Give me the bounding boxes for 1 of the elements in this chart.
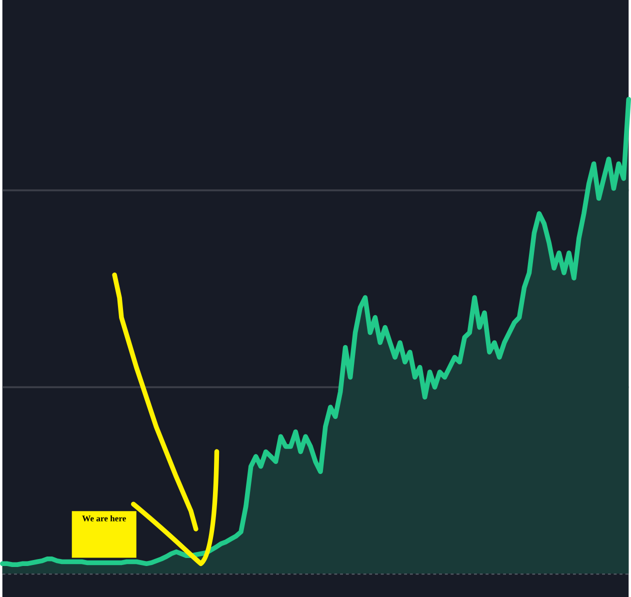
annotation: We are here	[82, 515, 126, 522]
